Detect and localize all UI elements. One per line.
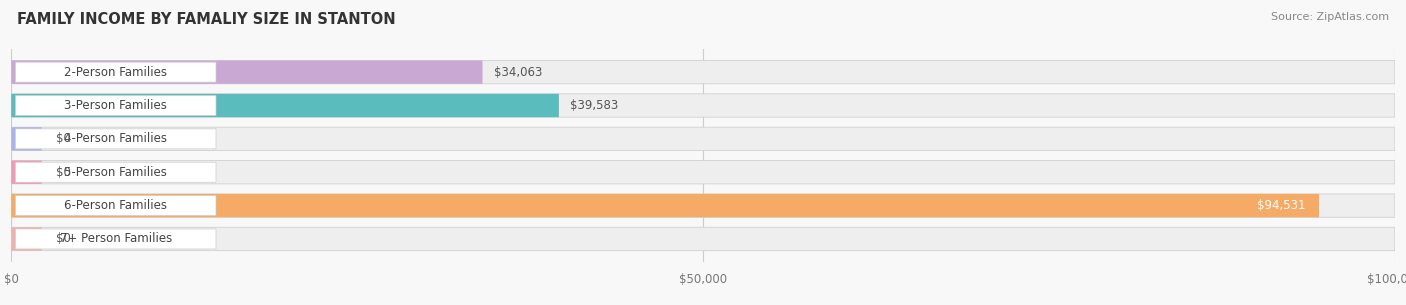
Text: $0: $0 (55, 132, 70, 145)
FancyBboxPatch shape (15, 162, 217, 182)
FancyBboxPatch shape (11, 60, 482, 84)
Text: $34,063: $34,063 (494, 66, 541, 79)
Text: $0: $0 (55, 166, 70, 179)
Text: 6-Person Families: 6-Person Families (65, 199, 167, 212)
FancyBboxPatch shape (15, 62, 217, 82)
Text: 3-Person Families: 3-Person Families (65, 99, 167, 112)
FancyBboxPatch shape (11, 160, 42, 184)
FancyBboxPatch shape (11, 94, 558, 117)
FancyBboxPatch shape (11, 160, 1395, 184)
Text: $39,583: $39,583 (569, 99, 619, 112)
FancyBboxPatch shape (15, 95, 217, 116)
FancyBboxPatch shape (15, 229, 217, 249)
FancyBboxPatch shape (11, 227, 42, 251)
FancyBboxPatch shape (15, 196, 217, 216)
FancyBboxPatch shape (11, 194, 1319, 217)
FancyBboxPatch shape (11, 60, 1395, 84)
Text: Source: ZipAtlas.com: Source: ZipAtlas.com (1271, 12, 1389, 22)
FancyBboxPatch shape (11, 94, 1395, 117)
Text: 5-Person Families: 5-Person Families (65, 166, 167, 179)
FancyBboxPatch shape (11, 194, 1395, 217)
FancyBboxPatch shape (11, 227, 1395, 251)
Text: 2-Person Families: 2-Person Families (65, 66, 167, 79)
Text: 7+ Person Families: 7+ Person Families (59, 232, 172, 246)
FancyBboxPatch shape (11, 127, 42, 151)
FancyBboxPatch shape (15, 129, 217, 149)
FancyBboxPatch shape (11, 127, 1395, 151)
Text: 4-Person Families: 4-Person Families (65, 132, 167, 145)
Text: $0: $0 (55, 232, 70, 246)
Text: FAMILY INCOME BY FAMALIY SIZE IN STANTON: FAMILY INCOME BY FAMALIY SIZE IN STANTON (17, 12, 395, 27)
Text: $94,531: $94,531 (1257, 199, 1305, 212)
